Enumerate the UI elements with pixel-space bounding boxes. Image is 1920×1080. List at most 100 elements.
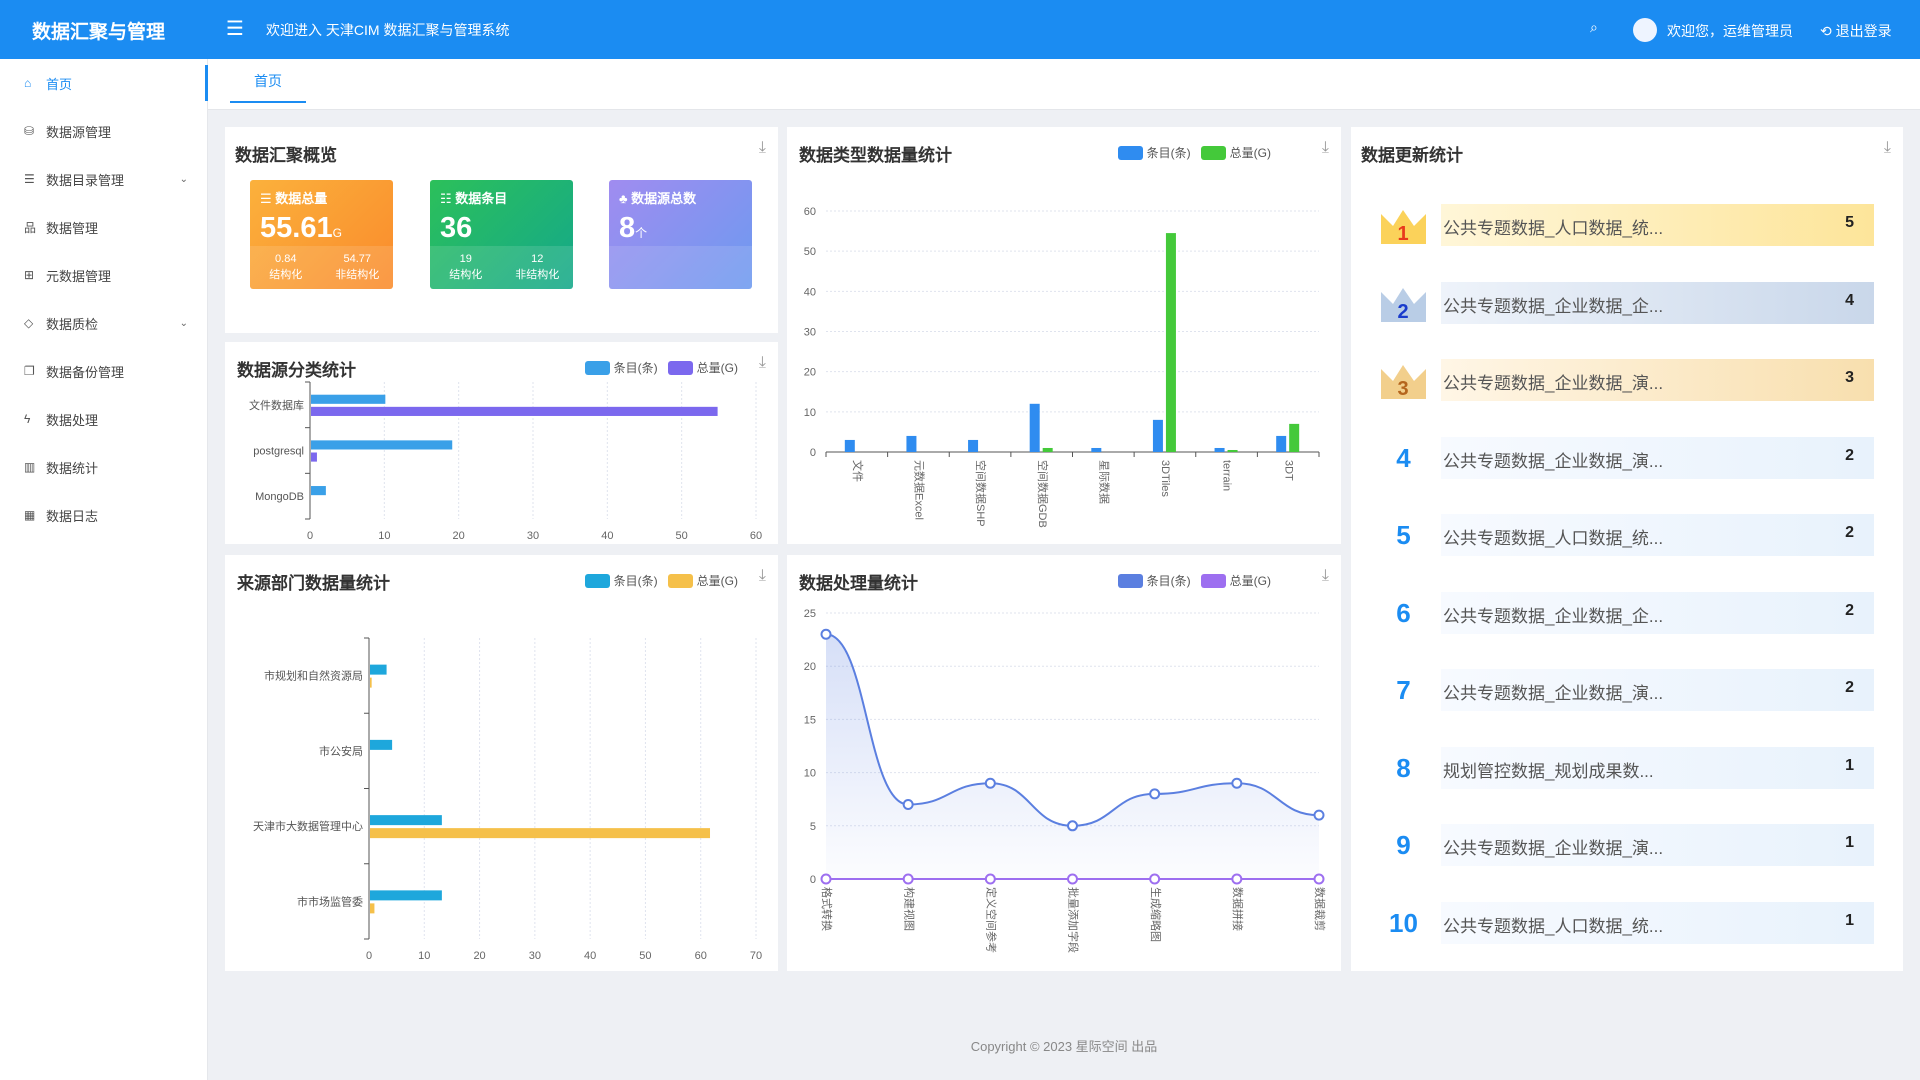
crown-icon: 2: [1381, 287, 1426, 322]
area-fill: [826, 634, 1319, 879]
bar[interactable]: [906, 435, 917, 452]
sub-value: 12: [531, 253, 544, 265]
bar[interactable]: [1042, 447, 1053, 452]
data-point[interactable]: [902, 873, 914, 885]
bar[interactable]: [370, 828, 711, 839]
sidebar-item[interactable]: ⛁ 数据源管理: [0, 107, 208, 155]
bar[interactable]: [1152, 419, 1163, 452]
list-item[interactable]: 7 公共专题数据_企业数据_演... 2: [1381, 669, 1874, 711]
data-point[interactable]: [1313, 873, 1325, 885]
legend-item[interactable]: 总量(G): [1200, 572, 1271, 589]
bar[interactable]: [370, 739, 393, 750]
download-icon[interactable]: ⤓: [758, 567, 766, 584]
footer: Copyright © 2023 星际空间 出品: [970, 1039, 1158, 1054]
sidebar-item[interactable]: ⊞ 元数据管理: [0, 251, 208, 299]
rank-number: 7: [1396, 675, 1411, 705]
avatar[interactable]: [1633, 18, 1657, 42]
list-item[interactable]: 10 公共专题数据_人口数据_统... 1: [1381, 901, 1874, 944]
download-icon[interactable]: ⤓: [1321, 567, 1329, 584]
card-value: 8: [619, 212, 636, 244]
lightning-icon: ϟ: [24, 412, 31, 426]
sidebar-item[interactable]: ◇ 数据质检 ⌄: [0, 299, 208, 347]
sidebar-item[interactable]: ☰ 数据目录管理 ⌄: [0, 155, 208, 203]
data-point[interactable]: [1313, 809, 1325, 821]
x-tick-label: 50: [639, 950, 651, 962]
legend-item[interactable]: 总量(G): [667, 359, 738, 376]
y-tick-label: 15: [804, 714, 816, 726]
download-icon[interactable]: ⤓: [758, 354, 766, 371]
data-point[interactable]: [1231, 777, 1243, 789]
list-item[interactable]: 4 公共专题数据_企业数据_演... 2: [1381, 436, 1874, 479]
bar[interactable]: [311, 406, 718, 416]
bar[interactable]: [1029, 403, 1040, 452]
rank-bar: [1441, 824, 1874, 866]
bar[interactable]: [311, 486, 326, 496]
bar[interactable]: [1289, 423, 1300, 452]
bar[interactable]: [844, 439, 855, 452]
data-point[interactable]: [820, 628, 832, 640]
y-tick-label: 30: [804, 327, 816, 339]
bar[interactable]: [968, 439, 979, 452]
bar[interactable]: [311, 394, 386, 404]
bar[interactable]: [1276, 435, 1287, 452]
list-item[interactable]: 6 公共专题数据_企业数据_企... 2: [1381, 591, 1874, 634]
user-greeting[interactable]: 欢迎您，运维管理员: [1667, 23, 1793, 39]
legend-item[interactable]: 条目(条): [584, 359, 658, 376]
bar[interactable]: [370, 664, 387, 675]
data-point[interactable]: [1067, 820, 1078, 832]
bar-chart-icon: ▥: [24, 460, 36, 474]
data-point[interactable]: [902, 799, 914, 811]
download-icon[interactable]: ⤓: [1883, 139, 1891, 156]
list-item[interactable]: 5 公共专题数据_人口数据_统... 2: [1381, 514, 1874, 556]
data-point[interactable]: [820, 873, 832, 885]
bar[interactable]: [370, 677, 372, 688]
sidebar-item[interactable]: ϟ 数据处理: [0, 395, 208, 443]
y-tick-label: 60: [804, 206, 816, 218]
search-icon[interactable]: ⌕: [1590, 19, 1598, 35]
data-point[interactable]: [1149, 788, 1161, 800]
list-item[interactable]: 8 规划管控数据_规划成果数... 1: [1381, 746, 1874, 789]
menu-fold-icon[interactable]: ☰: [226, 18, 244, 40]
rank-bar: [1441, 901, 1874, 944]
sidebar-item[interactable]: ▦ 数据日志: [0, 491, 208, 539]
sidebar-item[interactable]: ▥ 数据统计: [0, 443, 208, 491]
bar[interactable]: [311, 452, 317, 462]
bar[interactable]: [1091, 447, 1102, 452]
chevron-down-icon[interactable]: ⌄: [179, 173, 188, 185]
list-item[interactable]: 1 公共专题数据_人口数据_统... 5: [1381, 204, 1874, 246]
legend-item[interactable]: 总量(G): [1200, 144, 1271, 161]
list-item[interactable]: 3 公共专题数据_企业数据_演... 3: [1381, 359, 1874, 401]
legend-item[interactable]: 总量(G): [667, 572, 738, 589]
data-point[interactable]: [984, 777, 996, 789]
bar[interactable]: [370, 890, 442, 901]
chevron-down-icon[interactable]: ⌄: [179, 317, 188, 329]
logout-button[interactable]: ⟲ 退出登录: [1820, 21, 1892, 41]
download-icon[interactable]: ⤓: [758, 139, 766, 156]
process-chart-panel: 数据处理量统计 ⤓ 条目(条) 总量(G) 0 5 10 15 20 25 格式转换 构建视图 定义空间…: [787, 555, 1341, 971]
bar[interactable]: [1227, 449, 1238, 452]
data-point[interactable]: [1149, 873, 1161, 885]
bar[interactable]: [311, 440, 453, 450]
bar[interactable]: [1214, 447, 1225, 452]
list-item[interactable]: 2 公共专题数据_企业数据_企... 4: [1381, 281, 1874, 324]
legend-label: 条目(条): [613, 574, 658, 588]
data-point[interactable]: [984, 873, 996, 885]
legend-item[interactable]: 条目(条): [1117, 144, 1191, 161]
bar[interactable]: [1165, 233, 1176, 452]
tab-home[interactable]: 首页: [230, 59, 306, 103]
rank-number: 9: [1396, 830, 1411, 860]
bar[interactable]: [370, 903, 375, 914]
sidebar-item[interactable]: 品数据管理: [0, 203, 208, 251]
list-item[interactable]: 9 公共专题数据_企业数据_演... 1: [1381, 824, 1874, 866]
data-point[interactable]: [1231, 873, 1243, 885]
bar[interactable]: [370, 815, 442, 826]
rank-bar: [1441, 591, 1874, 634]
download-icon[interactable]: ⤓: [1321, 139, 1329, 156]
legend-item[interactable]: 条目(条): [1117, 572, 1191, 589]
x-tick-label: 构建视图: [902, 887, 916, 931]
legend-item[interactable]: 条目(条): [584, 572, 658, 589]
sidebar-item[interactable]: ❐ 数据备份管理: [0, 347, 208, 395]
data-point[interactable]: [1067, 873, 1078, 885]
sidebar-item[interactable]: ⌂ 首页: [0, 59, 208, 107]
item-name: 公共专题数据_企业数据_企...: [1443, 606, 1664, 626]
